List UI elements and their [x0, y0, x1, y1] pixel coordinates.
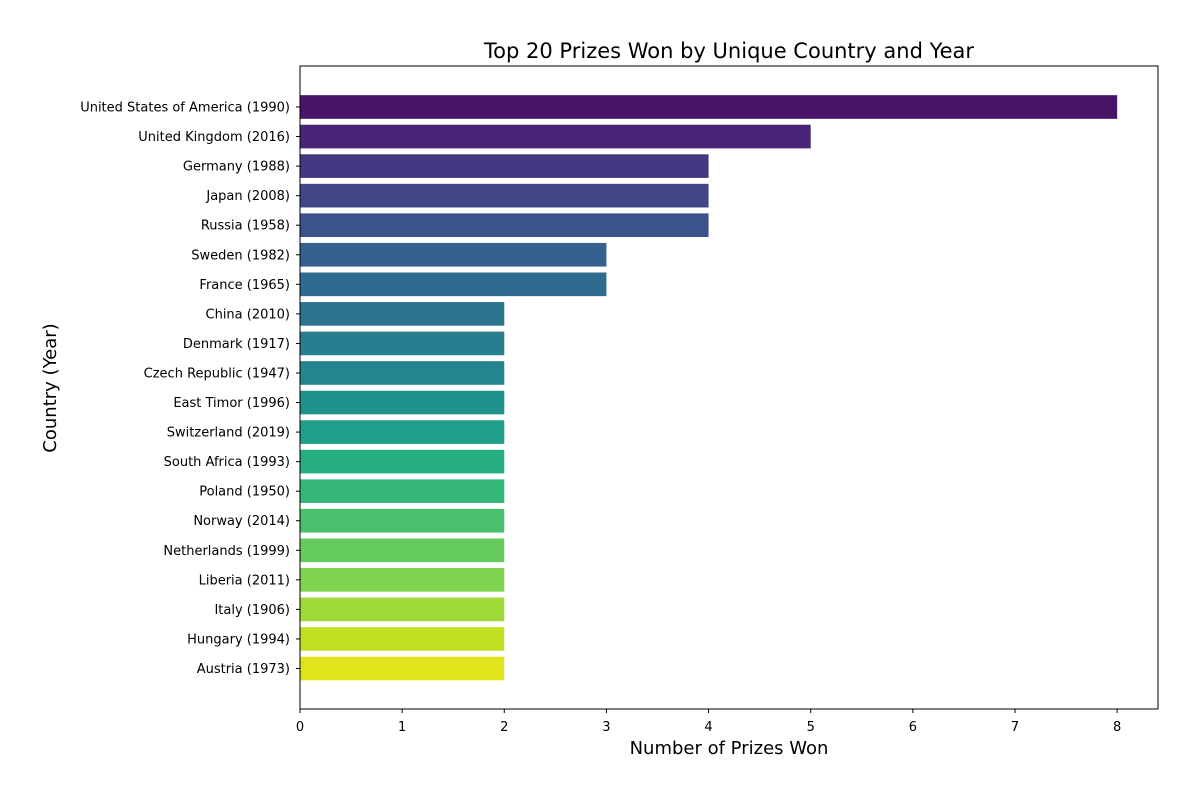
x-tick-label: 2 — [500, 720, 508, 735]
x-axis-label: Number of Prizes Won — [630, 738, 829, 759]
bar — [300, 479, 505, 504]
y-tick-label: Denmark (1917) — [183, 337, 290, 352]
y-tick-label: Sweden (1982) — [191, 248, 290, 263]
bar — [300, 508, 505, 533]
y-tick-label: Hungary (1994) — [187, 632, 290, 647]
bar — [300, 627, 505, 651]
bar — [300, 568, 505, 592]
x-tick-label: 4 — [704, 720, 712, 735]
bar — [300, 331, 505, 356]
y-tick-label: South Africa (1993) — [164, 455, 290, 470]
y-tick-label: Netherlands (1999) — [163, 544, 290, 559]
y-tick-label: Japan (2008) — [205, 189, 290, 204]
x-tick-label: 0 — [296, 720, 304, 735]
bar — [300, 420, 505, 444]
bar — [300, 154, 709, 178]
x-tick-label: 6 — [909, 720, 917, 735]
bar — [300, 272, 607, 297]
bars-group — [300, 95, 1118, 681]
y-tick-label: China (2010) — [206, 307, 291, 322]
bar — [300, 656, 505, 681]
chart-title: Top 20 Prizes Won by Unique Country and … — [483, 39, 974, 63]
y-tick-label: United States of America (1990) — [80, 101, 290, 116]
x-tick-label: 7 — [1011, 720, 1019, 735]
plot-area-frame — [299, 65, 1159, 710]
bar — [300, 242, 607, 267]
y-tick-label: Norway (2014) — [193, 514, 290, 529]
y-tick-label: Poland (1950) — [199, 485, 290, 500]
x-tick-labels: 0 1 2 3 4 5 6 7 8 — [296, 709, 1121, 735]
y-tick-label: East Timor (1996) — [173, 396, 290, 411]
bar — [300, 449, 505, 474]
y-tick-label: France (1965) — [199, 278, 290, 293]
x-tick-label: 1 — [398, 720, 406, 735]
y-tick-label: Russia (1958) — [201, 219, 290, 234]
y-tick-label: Czech Republic (1947) — [144, 366, 290, 381]
bar — [300, 361, 505, 385]
y-tick-labels: United States of America (1990) United Ki… — [80, 101, 300, 677]
bar — [300, 597, 505, 622]
bar — [300, 183, 709, 208]
y-tick-label: United Kingdom (2016) — [138, 130, 290, 145]
bar — [300, 124, 811, 149]
bar — [300, 390, 505, 415]
y-tick-label: Switzerland (2019) — [167, 426, 290, 441]
x-tick-label: 5 — [807, 720, 815, 735]
y-tick-label: Italy (1906) — [214, 603, 290, 618]
bar — [300, 95, 1118, 119]
y-axis-label: Country (Year) — [40, 323, 61, 452]
y-tick-label: Liberia (2011) — [199, 573, 290, 588]
bar — [300, 302, 505, 326]
bar — [300, 213, 709, 238]
x-tick-label: 3 — [602, 720, 610, 735]
y-tick-label: Germany (1988) — [183, 160, 290, 175]
y-tick-label: Austria (1973) — [197, 662, 290, 677]
bar — [300, 538, 505, 563]
x-tick-label: 8 — [1113, 720, 1121, 735]
